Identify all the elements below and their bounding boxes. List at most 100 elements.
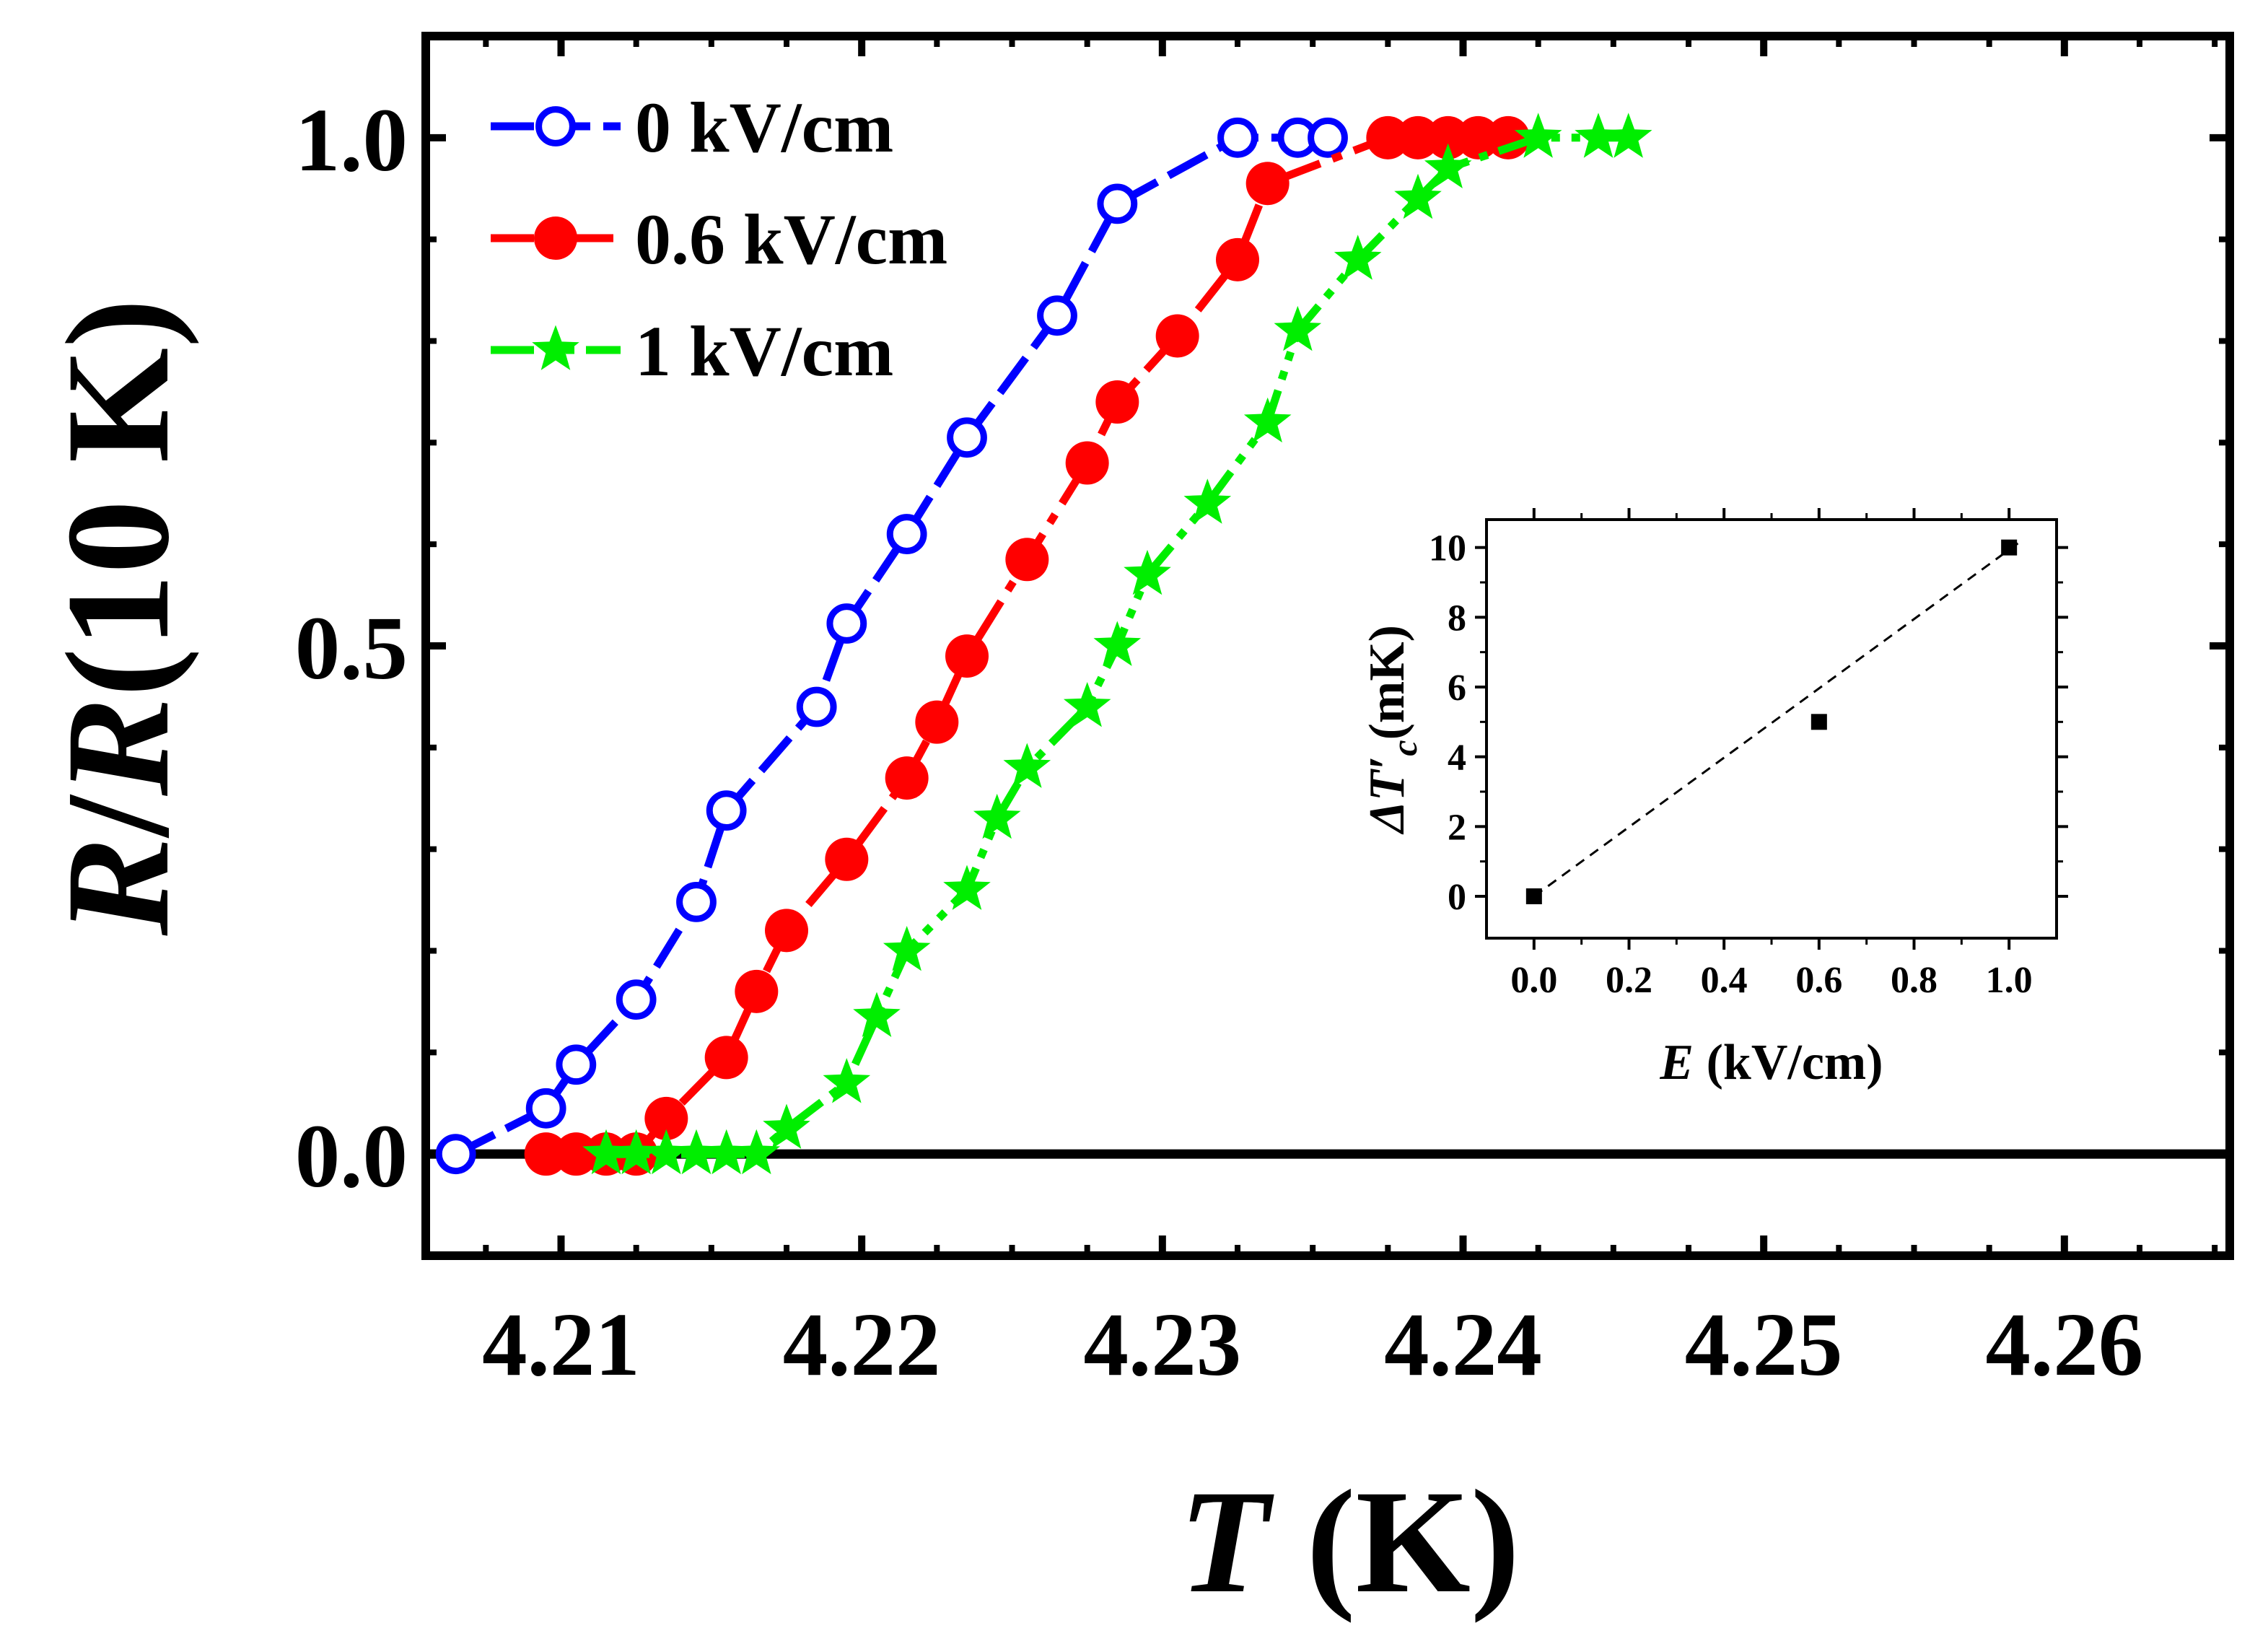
series-2-point bbox=[1003, 743, 1051, 788]
series-2-point bbox=[823, 1058, 871, 1103]
series-1-point bbox=[1456, 115, 1500, 159]
inset-y-axis-title: ΔT′c(mK) bbox=[1360, 625, 1424, 835]
y-axis-title-r1: R bbox=[36, 837, 200, 937]
legend-label: 1 kV/cm bbox=[635, 311, 893, 391]
legend-marker bbox=[532, 325, 579, 370]
legend-label: 0 kV/cm bbox=[635, 87, 893, 167]
inset-x-axis-title-unit: (kV/cm) bbox=[1694, 1035, 1883, 1090]
series-2-point bbox=[1093, 621, 1142, 666]
series-2-point bbox=[1063, 682, 1111, 727]
y-tick-label: 1.0 bbox=[295, 91, 408, 191]
inset-data-point bbox=[2001, 539, 2018, 556]
inset-y-tick-label: 8 bbox=[1448, 598, 1466, 639]
inset-x-tick-label: 0.4 bbox=[1701, 960, 1748, 1001]
x-tick-label: 4.24 bbox=[1384, 1295, 1542, 1395]
inset-x-tick-label: 0.8 bbox=[1891, 960, 1938, 1001]
series-1-point bbox=[1245, 162, 1290, 206]
x-axis-title-symbol: T bbox=[1179, 1460, 1274, 1624]
series-0-point bbox=[1097, 183, 1138, 224]
series-2-point bbox=[973, 793, 1021, 839]
series-1-point bbox=[825, 837, 869, 881]
series-1-point bbox=[1095, 380, 1139, 424]
series-0-point bbox=[1037, 295, 1077, 336]
x-tick-label: 4.25 bbox=[1685, 1295, 1843, 1395]
series-2-point bbox=[1394, 173, 1442, 219]
inset-x-axis-title-symbol: E bbox=[1659, 1035, 1694, 1090]
series-1-point bbox=[915, 700, 959, 744]
main-tick-labels: 4.21 4.22 4.23 4.24 4.25 4.26 0.0 0.5 1.0 bbox=[295, 91, 2143, 1395]
legend-label: 0.6 kV/cm bbox=[635, 199, 947, 279]
series-0-point bbox=[435, 1134, 476, 1175]
inset-data-point bbox=[1525, 888, 1542, 904]
series-2-point bbox=[1514, 113, 1562, 158]
x-tick-label: 4.23 bbox=[1083, 1295, 1241, 1395]
inset-x-tick-label: 1.0 bbox=[1986, 960, 2033, 1001]
main-series-group bbox=[435, 113, 1652, 1176]
series-1-point bbox=[1155, 314, 1199, 358]
series-2-point bbox=[642, 1129, 691, 1175]
series-0-point bbox=[796, 686, 837, 727]
y-axis-title-ref: (10 K) bbox=[36, 299, 200, 697]
inset-y-axis-title-unit: (mK) bbox=[1360, 625, 1415, 740]
inset-plot-frame bbox=[1485, 518, 2058, 940]
series-2-point bbox=[1575, 113, 1622, 158]
series-2-point bbox=[1334, 235, 1382, 280]
series-1-point bbox=[1366, 115, 1410, 159]
series-2-point bbox=[943, 865, 991, 910]
series-2-point bbox=[853, 992, 901, 1037]
y-axis-title: R/R(10 K) bbox=[36, 299, 200, 937]
series-0-line bbox=[454, 134, 1328, 1158]
series-1-point bbox=[1005, 538, 1049, 582]
inset-y-tick-label: 0 bbox=[1448, 877, 1466, 918]
legend-marker bbox=[534, 216, 577, 260]
series-1-point bbox=[945, 634, 989, 678]
y-tick-label: 0.0 bbox=[295, 1107, 408, 1207]
inset-y-axis-title-symbol: ΔT bbox=[1360, 768, 1415, 835]
series-0-point bbox=[886, 514, 927, 554]
series-0-point bbox=[676, 882, 717, 922]
inset-y-tick-label: 4 bbox=[1448, 738, 1466, 779]
series-1-point bbox=[644, 1096, 688, 1140]
y-tick-label: 0.5 bbox=[295, 599, 408, 699]
x-tick-label: 4.26 bbox=[1985, 1295, 2143, 1395]
series-2-point bbox=[1183, 478, 1232, 524]
series-1-point bbox=[765, 909, 808, 953]
inset-y-axis-title-prime: ′ bbox=[1360, 756, 1415, 771]
series-1-point bbox=[885, 756, 929, 800]
series-2-point bbox=[732, 1129, 781, 1175]
legend-marker bbox=[535, 106, 576, 146]
series-2-point bbox=[1604, 113, 1652, 158]
series-2-point bbox=[1274, 305, 1322, 351]
inset-y-axis-title-subscript: c bbox=[1384, 740, 1424, 756]
series-1-point bbox=[1426, 115, 1470, 159]
series-0-point bbox=[556, 1044, 597, 1085]
series-1-point bbox=[704, 1036, 748, 1080]
x-axis-title: T (K) bbox=[1179, 1460, 1520, 1624]
y-axis-title-slash: / bbox=[36, 794, 200, 839]
inset-axis-ticks bbox=[1475, 508, 2068, 950]
series-2-point bbox=[702, 1129, 750, 1175]
series-0-point bbox=[1217, 117, 1258, 158]
y-axis-title-r2: R bbox=[36, 697, 200, 797]
series-2-point bbox=[582, 1129, 630, 1175]
series-0-point bbox=[616, 979, 657, 1020]
series-2-point bbox=[1424, 143, 1472, 188]
series-2-point bbox=[673, 1129, 720, 1175]
inset-y-tick-label: 2 bbox=[1448, 807, 1466, 848]
series-1-point bbox=[1396, 115, 1440, 159]
series-1-point bbox=[1487, 115, 1530, 159]
inset-fit-line bbox=[1533, 539, 2023, 898]
main-plot: 4.21 4.22 4.23 4.24 4.25 4.260.00.51.0 R/R(10… bbox=[36, 32, 2234, 1624]
series-0-point bbox=[1308, 117, 1348, 158]
inset-y-tick-label: 10 bbox=[1429, 528, 1466, 569]
inset-x-axis-title: E (kV/cm) bbox=[1659, 1035, 1883, 1090]
inset-y-tick-label: 6 bbox=[1448, 668, 1466, 709]
series-2-point bbox=[763, 1103, 810, 1149]
inset-x-tick-label: 0.6 bbox=[1795, 960, 1842, 1001]
series-1-point bbox=[735, 969, 779, 1013]
inset-x-tick-label: 0.0 bbox=[1510, 960, 1557, 1001]
x-tick-label: 4.21 bbox=[482, 1295, 640, 1395]
series-1-point bbox=[1065, 441, 1109, 485]
inset-x-tick-label: 0.2 bbox=[1606, 960, 1652, 1001]
